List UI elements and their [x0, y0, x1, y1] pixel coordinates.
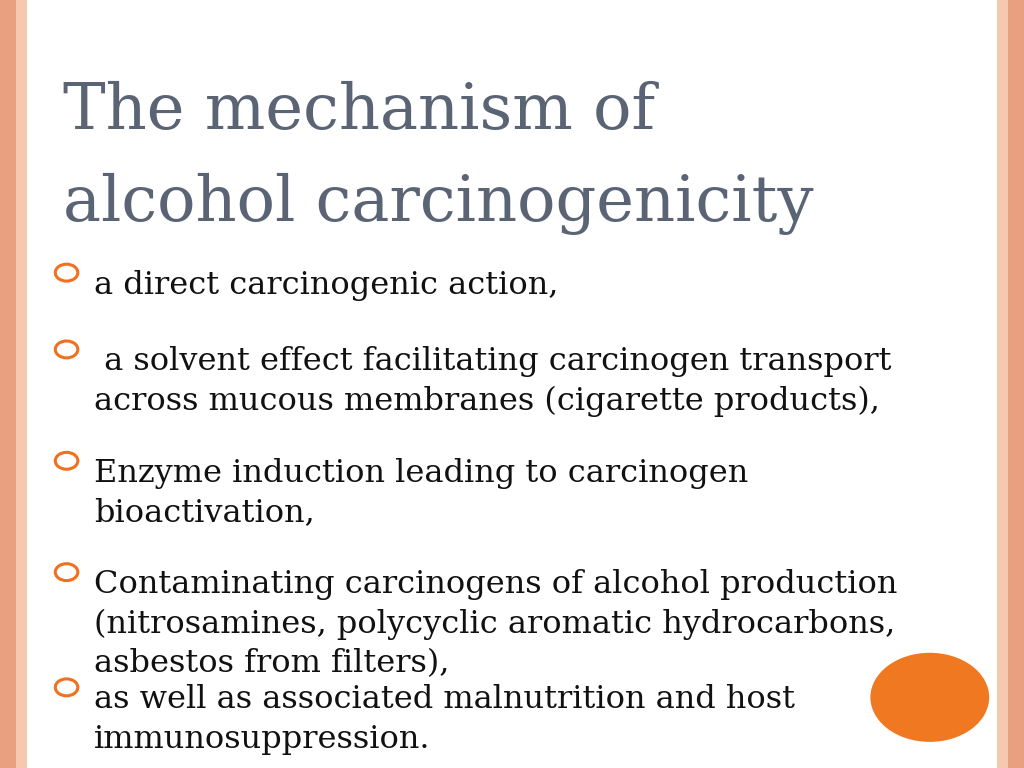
Text: The mechanism of: The mechanism of — [63, 81, 655, 142]
FancyBboxPatch shape — [997, 0, 1008, 768]
FancyBboxPatch shape — [1008, 0, 1024, 768]
Circle shape — [870, 653, 989, 742]
Text: as well as associated malnutrition and host
immunosuppression.: as well as associated malnutrition and h… — [94, 684, 796, 755]
Text: a solvent effect facilitating carcinogen transport
across mucous membranes (ciga: a solvent effect facilitating carcinogen… — [94, 346, 892, 417]
Text: a direct carcinogenic action,: a direct carcinogenic action, — [94, 270, 558, 300]
Text: Enzyme induction leading to carcinogen
bioactivation,: Enzyme induction leading to carcinogen b… — [94, 458, 749, 528]
FancyBboxPatch shape — [16, 0, 27, 768]
Text: Contaminating carcinogens of alcohol production
(nitrosamines, polycyclic aromat: Contaminating carcinogens of alcohol pro… — [94, 569, 898, 679]
FancyBboxPatch shape — [0, 0, 16, 768]
Text: alcohol carcinogenicity: alcohol carcinogenicity — [63, 173, 814, 235]
